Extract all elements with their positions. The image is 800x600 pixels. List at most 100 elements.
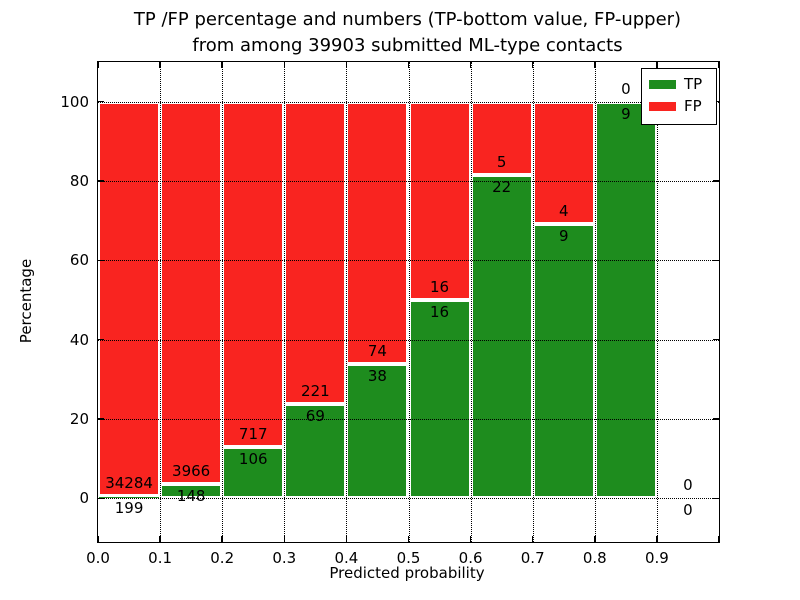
x-tick-bottom: [656, 536, 658, 542]
gridline-vertical: [222, 62, 224, 542]
x-tick-bottom: [345, 536, 348, 542]
tp-count-label: 9: [558, 226, 569, 245]
bar-segment-fp: [346, 101, 409, 364]
x-tick-top: [159, 62, 161, 68]
y-tick-label: 100: [60, 92, 89, 111]
tp-count-label: 9: [621, 104, 631, 123]
x-tick-top: [594, 62, 596, 68]
bar-segment-tp: [160, 484, 223, 499]
legend-entry-fp: FP: [649, 99, 709, 114]
y-tick-left: [98, 497, 104, 500]
y-tick-right: [713, 180, 719, 182]
gridline-vertical: [656, 62, 658, 542]
gridline-horizontal: [98, 181, 719, 182]
gridline-horizontal: [98, 260, 719, 262]
bar-segment-tp: [98, 496, 161, 499]
gridline-vertical: [594, 62, 596, 542]
x-tick-top: [531, 62, 534, 68]
bar-segment-fp: [470, 101, 533, 176]
bar-segment-tp: [532, 223, 595, 499]
gridline-horizontal: [98, 498, 719, 500]
y-tick-label: 40: [69, 330, 89, 349]
tp-count-label: 106: [238, 450, 268, 469]
y-tick-left: [98, 338, 104, 341]
gridline-vertical: [470, 62, 472, 542]
x-tick-label: 0.8: [582, 549, 607, 567]
gridline-horizontal: [98, 419, 719, 421]
x-tick-label: 0.9: [644, 549, 669, 567]
x-tick-label: 0.1: [148, 549, 173, 567]
legend: TP FP: [641, 68, 717, 125]
bar-segment-tp: [594, 101, 657, 499]
x-tick-label: 0.7: [520, 549, 545, 567]
y-axis-label: Percentage: [17, 258, 35, 344]
bar-segment-fp: [284, 101, 347, 404]
chart-title: TP /FP percentage and numbers (TP-bottom…: [97, 7, 718, 59]
x-tick-top: [97, 62, 99, 68]
bar-segment-fp: [98, 101, 161, 497]
legend-swatch-tp: [649, 80, 676, 89]
x-tick-label: 0.2: [210, 549, 235, 567]
y-tick-left: [98, 259, 104, 262]
legend-label-tp: TP: [684, 75, 703, 93]
x-tick-bottom: [718, 536, 720, 542]
bar-segment-tp: [408, 300, 471, 499]
legend-swatch-fp: [649, 102, 676, 111]
x-tick-bottom: [594, 536, 596, 542]
x-tick-top: [656, 62, 658, 68]
fp-count-label: 0: [621, 79, 631, 98]
x-tick-label: 0.5: [396, 549, 421, 567]
x-tick-label: 0.0: [86, 549, 110, 567]
bar-segment-fp: [160, 101, 223, 485]
y-tick-label: 0: [79, 489, 89, 508]
y-tick-label: 60: [69, 251, 89, 270]
y-tick-label: 20: [69, 410, 89, 429]
gridline-horizontal: [98, 339, 719, 341]
chart-title-line1: TP /FP percentage and numbers (TP-bottom…: [133, 9, 682, 30]
gridline-vertical: [284, 62, 286, 542]
x-tick-top: [345, 62, 348, 68]
fp-count-label: 221: [301, 381, 330, 400]
legend-entry-tp: TP: [649, 77, 709, 92]
fp-count-label: 717: [238, 425, 268, 444]
gridline-vertical: [408, 62, 410, 542]
x-tick-bottom: [97, 536, 99, 542]
fp-count-label: 16: [430, 278, 450, 297]
x-tick-bottom: [283, 536, 286, 542]
fp-count-label: 34284: [105, 474, 153, 493]
x-tick-top: [283, 62, 286, 68]
bar-segment-fp: [408, 101, 471, 300]
gridline-vertical: [532, 62, 534, 542]
x-tick-top: [718, 62, 720, 68]
legend-label-fp: FP: [684, 97, 702, 115]
tp-count-label: 69: [305, 406, 325, 425]
fp-count-label: 3966: [172, 462, 211, 481]
gridline-horizontal: [98, 101, 719, 103]
gridline-vertical: [346, 62, 348, 542]
fp-count-label: 4: [558, 201, 569, 220]
x-tick-bottom: [531, 536, 534, 542]
fp-count-label: 0: [683, 476, 693, 495]
y-tick-left: [98, 418, 104, 420]
tp-count-label: 0: [683, 501, 693, 520]
x-tick-top: [221, 62, 223, 68]
x-tick-bottom: [469, 536, 472, 542]
y-tick-right: [713, 338, 719, 341]
x-axis-label: Predicted probability: [329, 564, 485, 582]
tp-count-label: 148: [176, 487, 206, 506]
x-tick-label: 0.6: [458, 549, 483, 567]
fp-count-label: 5: [496, 153, 507, 172]
y-tick-right: [713, 497, 719, 500]
plot-area: TP FP 0.0 0.1 0.2 0.3 0.4 0.5 0.6 0.7 0.8 0.9 0 20 4…: [60, 61, 720, 567]
fp-count-label: 74: [367, 341, 387, 360]
x-tick-label: 0.4: [334, 549, 359, 567]
bar-segment-tp: [346, 363, 409, 499]
bar-segment-tp: [222, 447, 285, 499]
x-tick-bottom: [407, 536, 410, 542]
y-tick-label: 80: [69, 172, 89, 190]
bar-segment-fp: [532, 101, 595, 224]
y-tick-right: [713, 259, 719, 262]
tp-count-label: 38: [367, 366, 387, 385]
y-tick-left: [98, 180, 104, 182]
